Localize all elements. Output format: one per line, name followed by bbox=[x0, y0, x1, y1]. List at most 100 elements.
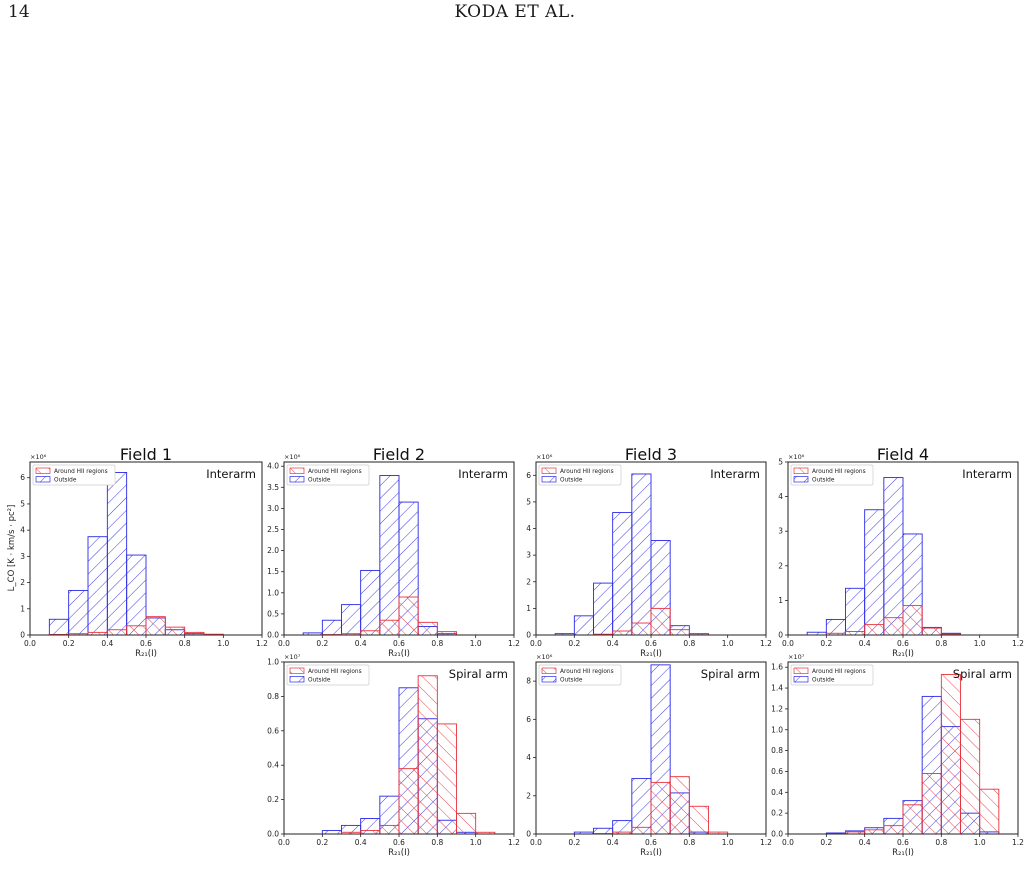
y-tick-label: 1.2 bbox=[771, 704, 783, 713]
legend-swatch-outside bbox=[541, 476, 557, 483]
legend-swatch-around bbox=[793, 467, 809, 474]
y-tick-label: 2 bbox=[526, 577, 531, 586]
page-number: 14 bbox=[8, 2, 30, 22]
y-tick-label: 2 bbox=[20, 578, 25, 587]
x-tick-label: 0.4 bbox=[859, 639, 871, 648]
legend-box bbox=[790, 464, 874, 486]
x-tick-label: 0.4 bbox=[101, 639, 113, 648]
y-tick-label: 0.8 bbox=[267, 692, 279, 701]
legend-box bbox=[538, 464, 622, 486]
y-tick-label: 0.4 bbox=[267, 761, 279, 770]
panel-6: 0.0 0.2 0.4 0.6 0.8 1.0 1.2 R₂₁(I) 0 2 4 6 8 ×10⁶ Spir… bbox=[526, 653, 772, 858]
bar-around bbox=[164, 626, 186, 636]
bar-around bbox=[960, 718, 981, 835]
bar-around bbox=[845, 631, 866, 636]
bar-outside bbox=[106, 472, 128, 636]
y-tick-label: 4 bbox=[526, 524, 531, 533]
panel-title: Field 2 bbox=[373, 445, 425, 464]
y-tick-label: 0.4 bbox=[771, 788, 783, 797]
x-tick-label: 1.0 bbox=[470, 639, 482, 648]
bar-outside bbox=[845, 587, 866, 636]
bar-around bbox=[902, 804, 923, 835]
bar-outside bbox=[48, 618, 70, 636]
bar-around bbox=[979, 788, 1000, 835]
y-tick-label: 0.5 bbox=[267, 609, 279, 618]
legend-label-outside: Outside bbox=[812, 678, 835, 684]
y-tick-label: 1.4 bbox=[771, 684, 783, 693]
x-tick-label: 0.2 bbox=[820, 639, 832, 648]
y-axis-label: L_CO [K · km/s · pc²] bbox=[7, 505, 17, 592]
bar-outside bbox=[612, 512, 633, 636]
y-multiplier: ×10⁶ bbox=[30, 453, 47, 461]
y-tick-label: 2.0 bbox=[267, 546, 279, 555]
legend-box bbox=[538, 664, 622, 686]
bar-outside bbox=[825, 618, 846, 636]
x-axis-label: R₂₁(I) bbox=[892, 848, 914, 858]
y-tick-label: 1.5 bbox=[267, 567, 279, 576]
bar-around bbox=[631, 622, 652, 636]
y-tick-label: 3.5 bbox=[267, 483, 279, 492]
y-tick-label: 1 bbox=[20, 604, 25, 613]
x-tick-label: 1.2 bbox=[508, 639, 520, 648]
legend-label-outside: Outside bbox=[812, 478, 835, 484]
x-tick-label: 0.6 bbox=[140, 639, 152, 648]
y-tick-label: 2.5 bbox=[267, 525, 279, 534]
x-tick-label: 1.0 bbox=[470, 838, 482, 847]
bar-around bbox=[921, 627, 942, 636]
bar-outside bbox=[360, 569, 381, 636]
panel-7: 0.0 0.2 0.4 0.6 0.8 1.0 1.2 R₂₁(I) 0.0 0.2 0.4 0.6 0… bbox=[771, 653, 1024, 858]
legend-swatch-around bbox=[541, 467, 557, 474]
bar-outside bbox=[341, 604, 362, 636]
x-tick-label: 1.2 bbox=[508, 838, 520, 847]
legend-label-around: Around HII regions bbox=[812, 469, 866, 475]
y-tick-label: 4 bbox=[778, 492, 783, 501]
y-tick-label: 5 bbox=[20, 499, 25, 508]
x-axis-label: R₂₁(I) bbox=[640, 848, 662, 858]
bar-around bbox=[417, 675, 438, 835]
legend-swatch-around bbox=[793, 667, 809, 674]
legend-swatch-around bbox=[289, 667, 305, 674]
bar-around bbox=[436, 723, 457, 835]
x-tick-label: 0.0 bbox=[24, 639, 36, 648]
y-tick-label: 0.6 bbox=[771, 767, 783, 776]
y-tick-label: 4.0 bbox=[267, 462, 279, 471]
y-tick-label: 5 bbox=[526, 497, 531, 506]
bar-around bbox=[864, 829, 885, 835]
y-tick-label: 0 bbox=[526, 830, 531, 839]
x-tick-label: 0.0 bbox=[278, 639, 290, 648]
x-tick-label: 0.2 bbox=[820, 838, 832, 847]
y-tick-label: 1.0 bbox=[267, 588, 279, 597]
panel-title: Field 4 bbox=[877, 445, 929, 464]
panel-4: 0.0 0.2 0.4 0.6 0.8 1.0 1.2 R₂₁(I) 0 1 2 3 4 5 ×10⁶ Fie… bbox=[778, 445, 1024, 659]
x-tick-label: 0.4 bbox=[355, 838, 367, 847]
bar-around bbox=[145, 616, 166, 636]
bar-around bbox=[379, 824, 400, 835]
legend-swatch-outside bbox=[289, 476, 305, 483]
x-tick-label: 0.6 bbox=[645, 639, 657, 648]
x-tick-label: 0.8 bbox=[431, 639, 443, 648]
bar-outside bbox=[379, 475, 400, 636]
region-label: Interarm bbox=[962, 467, 1012, 481]
bar-around bbox=[883, 617, 904, 636]
legend-label-outside: Outside bbox=[560, 478, 583, 484]
bar-around bbox=[360, 630, 381, 636]
legend-label-outside: Outside bbox=[54, 478, 77, 484]
legend-swatch-around bbox=[289, 467, 305, 474]
y-tick-label: 3 bbox=[20, 552, 25, 561]
bar-outside bbox=[593, 582, 614, 636]
bar-around bbox=[883, 825, 904, 835]
x-tick-label: 0.4 bbox=[355, 639, 367, 648]
x-tick-label: 0.8 bbox=[935, 639, 947, 648]
bar-around bbox=[688, 805, 709, 835]
bar-outside bbox=[631, 778, 652, 835]
region-label: Spiral arm bbox=[953, 667, 1012, 681]
region-label: Interarm bbox=[710, 467, 760, 481]
legend-label-outside: Outside bbox=[560, 678, 583, 684]
bar-around bbox=[669, 776, 690, 835]
x-axis-label: R₂₁(I) bbox=[892, 649, 914, 659]
y-multiplier: ×10⁷ bbox=[788, 653, 805, 661]
y-tick-label: 2 bbox=[778, 561, 783, 570]
legend-swatch-outside bbox=[541, 676, 557, 683]
y-tick-label: 6 bbox=[20, 473, 25, 482]
x-axis-label: R₂₁(I) bbox=[388, 649, 410, 659]
